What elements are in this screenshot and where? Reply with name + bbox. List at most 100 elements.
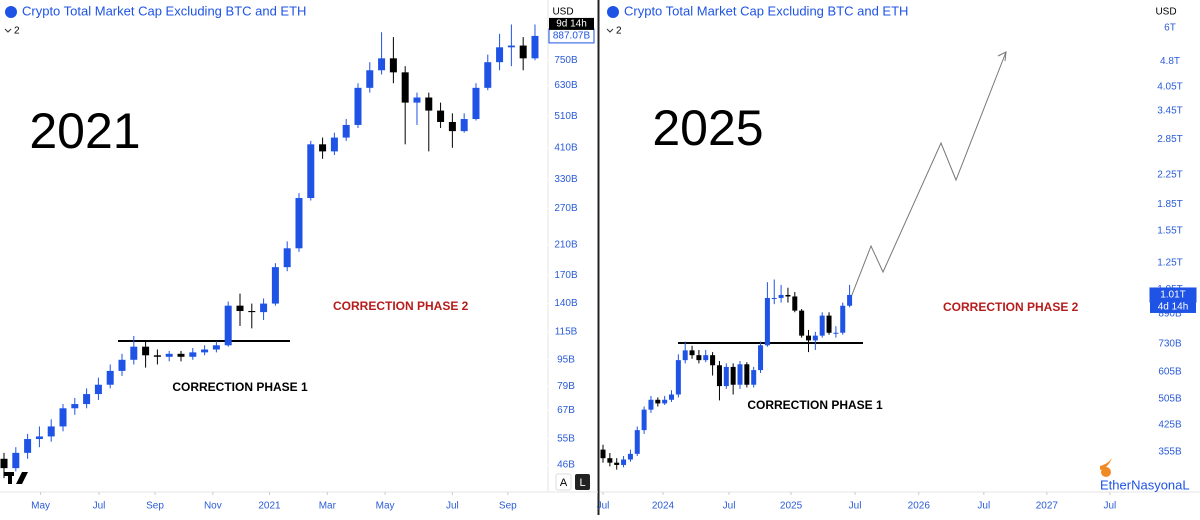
chart-title: Crypto Total Market Cap Excluding BTC an… [624, 3, 908, 18]
candle-body [201, 349, 209, 353]
candle-body [696, 355, 702, 361]
candle-body [342, 124, 350, 138]
candle-body [484, 62, 492, 88]
countdown-label: 9d 14h [556, 19, 587, 30]
candle-body [212, 345, 220, 350]
y-tick-label: 425B [1158, 419, 1182, 430]
last-price-label: 887.07B [553, 31, 591, 42]
y-tick-label: 355B [1158, 446, 1182, 457]
candle-body [307, 144, 315, 199]
candle-body [118, 359, 126, 371]
y-tick-label: 890B [1158, 309, 1182, 320]
x-tick-label: Sep [499, 501, 517, 512]
phase-annotation: CORRECTION PHASE 1 [747, 398, 883, 412]
phase-annotation: CORRECTION PHASE 1 [172, 380, 308, 394]
candle-body [295, 198, 303, 249]
y-tick-label: 140B [554, 298, 578, 309]
y-tick-label: 1.55T [1157, 225, 1183, 236]
y-tick-label: 2.25T [1157, 170, 1183, 181]
x-tick-label: Jul [1103, 501, 1116, 512]
candle-body [437, 110, 445, 122]
candle-body [764, 297, 770, 346]
candle-body [751, 370, 757, 385]
candle-body [621, 459, 627, 465]
candle-body [819, 315, 825, 336]
projection-path [847, 51, 1007, 306]
candle-body [662, 399, 668, 404]
y-tick-label: 67B [557, 405, 575, 416]
candle-body [634, 430, 640, 454]
candle-body [833, 332, 839, 334]
y-tick-label: 46B [557, 460, 575, 471]
y-tick-label: 1.25T [1157, 258, 1183, 269]
symbol-icon [5, 6, 17, 18]
candle-body [771, 297, 777, 299]
last-price-label: 1.01T [1160, 290, 1186, 301]
candle-body [260, 303, 268, 313]
candle-body [507, 45, 515, 48]
auto-scale-button[interactable] [555, 473, 572, 491]
y-tick-label: 4.05T [1157, 81, 1183, 92]
candle-body [785, 294, 791, 297]
legend-chevron [4, 28, 12, 33]
x-tick-label: Jul [446, 501, 459, 512]
candle-body [826, 315, 832, 333]
candle-body [840, 305, 846, 333]
candle-body [35, 436, 43, 440]
candle-body [723, 366, 729, 387]
candle-body [330, 137, 338, 152]
candle-body [710, 355, 716, 366]
x-tick-label: May [376, 501, 395, 512]
phase-annotation: CORRECTION PHASE 2 [943, 300, 1079, 314]
candle-body [648, 399, 654, 410]
log-scale-label[interactable]: L [579, 477, 585, 489]
candle-body [758, 345, 764, 371]
watermark-bird [1101, 467, 1111, 477]
candle-body [236, 305, 244, 312]
candle-body [319, 144, 327, 152]
candle-body [531, 35, 539, 59]
currency: USD [1155, 7, 1176, 18]
candle-body [177, 353, 185, 357]
auto-scale-label[interactable]: A [560, 477, 568, 489]
candle-body [730, 366, 736, 385]
candle-body [142, 346, 150, 356]
candle-body [165, 353, 173, 357]
candle-body [354, 87, 362, 125]
y-tick-label: 605B [1158, 366, 1182, 377]
y-tick-label: 6T [1164, 22, 1176, 33]
y-tick-label: 410B [554, 142, 578, 153]
countdown-label: 4d 14h [1158, 302, 1189, 313]
candle-body [675, 360, 681, 395]
candle-body [805, 335, 811, 341]
candle-body [24, 439, 32, 453]
x-tick-label: 2021 [258, 501, 281, 512]
candle-body [448, 121, 456, 132]
y-tick-label: 510B [554, 111, 578, 122]
y-tick-label: 95B [557, 354, 575, 365]
x-tick-label: 2026 [908, 501, 931, 512]
y-tick-label: 630B [554, 80, 578, 91]
legend-toggle: 2 [14, 26, 20, 37]
candle-body [607, 458, 613, 463]
x-tick-label: Jul [977, 501, 990, 512]
log-scale-button[interactable] [575, 474, 590, 490]
candle-body [189, 352, 197, 357]
candle-body [153, 355, 161, 357]
y-tick-label: 79B [557, 381, 575, 392]
countdown-badge [549, 17, 594, 30]
year-annotation: 2025 [652, 100, 763, 156]
x-tick-label: Nov [204, 501, 222, 512]
legend-toggle: 2 [616, 26, 622, 37]
candle-body [366, 70, 374, 88]
countdown-badge [1150, 300, 1196, 313]
candle-body [460, 119, 468, 132]
x-tick-label: May [31, 501, 50, 512]
y-tick-label: 4.8T [1160, 56, 1180, 67]
candle-body [413, 97, 421, 103]
candle-body [59, 408, 67, 427]
legend-chevron [606, 28, 614, 33]
y-tick-label: 3.45T [1157, 105, 1183, 116]
year-annotation: 2021 [29, 103, 140, 159]
